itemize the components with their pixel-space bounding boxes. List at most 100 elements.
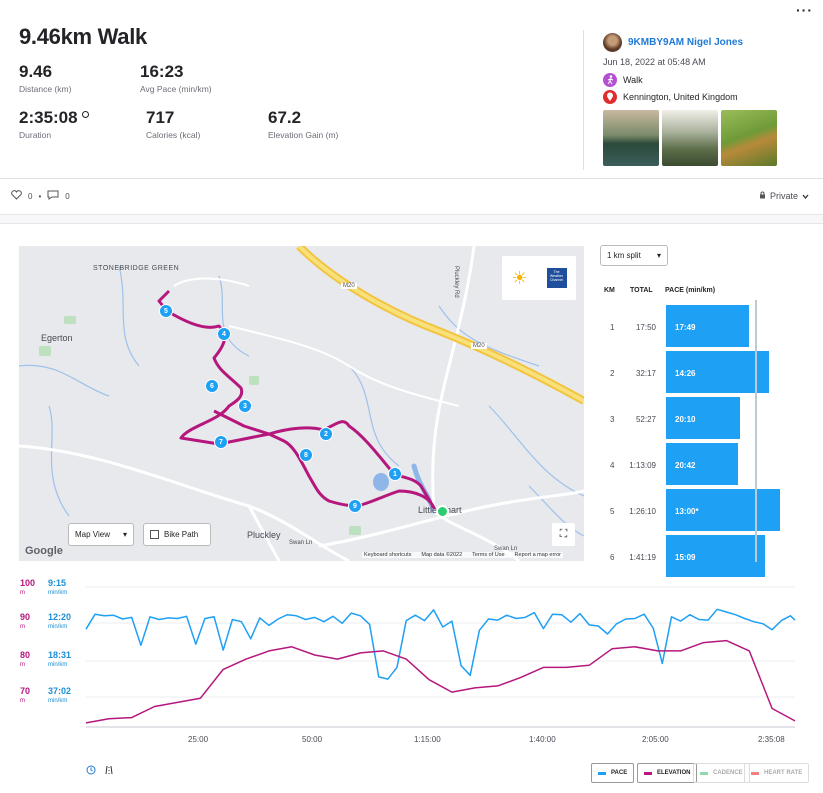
fullscreen-icon[interactable]: ⛶ xyxy=(552,523,575,546)
stat-value: 2:35:08 xyxy=(19,108,78,127)
report-error-link[interactable]: Report a map error xyxy=(514,552,562,558)
km-marker-1[interactable]: 1 xyxy=(388,467,402,481)
location-pin-icon xyxy=(603,90,617,104)
avatar[interactable] xyxy=(603,33,622,52)
photo-thumbnail[interactable] xyxy=(662,110,718,166)
split-row[interactable]: 2 32:17 14:26 xyxy=(600,349,790,399)
stat-label: Duration xyxy=(19,130,52,140)
stat-value: 717 xyxy=(146,108,175,127)
legend-cadence-button[interactable]: CADENCE xyxy=(693,763,750,783)
pace-tick: 18:31 xyxy=(48,650,72,660)
elevation-tick: 90 xyxy=(20,612,31,622)
pace-unit: min/km xyxy=(48,698,68,704)
elevation-tick: 100 xyxy=(20,578,36,588)
distance-icon[interactable] xyxy=(105,765,113,777)
splits-header-km: KM xyxy=(604,287,615,294)
place-label: Egerton xyxy=(41,333,73,343)
km-marker-7[interactable]: 7 xyxy=(214,435,228,449)
elevation-unit: m xyxy=(20,590,25,596)
map-data-label: Map data ©2022 xyxy=(421,552,463,558)
more-options-button[interactable]: ··· xyxy=(796,2,813,18)
cadence-swatch xyxy=(700,771,708,775)
stat-label: Distance (km) xyxy=(19,84,72,94)
photo-thumbnail[interactable] xyxy=(721,110,777,166)
pace-series-line xyxy=(85,608,796,680)
finish-marker[interactable] xyxy=(436,505,449,518)
like-icon[interactable] xyxy=(11,190,22,202)
split-pace: 13:00* xyxy=(675,507,699,516)
road-label: M20 xyxy=(471,343,487,349)
split-km: 4 xyxy=(610,461,615,470)
km-marker-9[interactable]: 9 xyxy=(348,499,362,513)
km-marker-4[interactable]: 4 xyxy=(217,327,231,341)
stat-label: Calories (kcal) xyxy=(146,130,201,140)
athlete-link[interactable]: 9KMBY9AM Nigel Jones xyxy=(603,33,743,52)
km-marker-3[interactable]: 3 xyxy=(238,399,252,413)
x-tick: 50:00 xyxy=(302,735,323,744)
chevron-down-icon xyxy=(802,191,809,201)
split-row[interactable]: 1 17:50 17:49 xyxy=(600,303,790,353)
split-pace-bar xyxy=(666,397,740,439)
split-total: 17:50 xyxy=(635,323,656,332)
legend-label: PACE xyxy=(611,770,628,776)
header-divider xyxy=(583,30,584,170)
split-selector[interactable]: 1 km split ▾ xyxy=(600,245,668,266)
km-marker-8[interactable]: 8 xyxy=(299,448,313,462)
x-tick: 2:35:08 xyxy=(758,735,785,744)
stat-value: 67.2 xyxy=(268,108,302,127)
pace-elevation-chart[interactable]: 100 90 80 70 m m m m 9:15 12:20 18:31 37… xyxy=(0,575,823,750)
road-label: Swan Ln xyxy=(494,546,518,552)
pace-unit: min/km xyxy=(48,624,68,630)
map-footer: Keyboard shortcuts Map data ©2022 Terms … xyxy=(362,552,564,558)
split-total: 1:41:19 xyxy=(629,553,656,562)
split-km: 1 xyxy=(610,323,615,332)
km-marker-5[interactable]: 5 xyxy=(159,304,173,318)
km-marker-6[interactable]: 6 xyxy=(205,379,219,393)
keyboard-shortcuts-link[interactable]: Keyboard shortcuts xyxy=(364,552,412,558)
like-count: 0 xyxy=(28,191,33,201)
x-tick: 25:00 xyxy=(188,735,209,744)
weather-channel-logo: The Weather Channel xyxy=(546,268,567,288)
stat-distance: 9.46 Distance (km) xyxy=(19,62,71,94)
split-pace-bar xyxy=(666,443,738,485)
stat-label: Avg Pace (min/km) xyxy=(140,84,212,94)
privacy-dropdown[interactable]: Private xyxy=(759,191,809,201)
split-pace: 15:09 xyxy=(675,553,696,562)
terms-link[interactable]: Terms of Use xyxy=(472,552,505,558)
legend-pace-button[interactable]: PACE xyxy=(591,763,635,783)
info-icon[interactable] xyxy=(81,110,89,118)
bike-path-label: Bike Path xyxy=(164,530,199,539)
elevation-swatch xyxy=(644,771,652,775)
stat-label: Elevation Gain (m) xyxy=(268,130,339,140)
bike-path-toggle[interactable]: Bike Path xyxy=(143,523,211,546)
lock-icon xyxy=(759,191,766,201)
route-map[interactable]: STONEBRIDGE GREEN Egerton Pluckley Littl… xyxy=(19,246,584,561)
split-pace-bar xyxy=(666,535,765,577)
photo-thumbnail[interactable] xyxy=(603,110,659,166)
split-row[interactable]: 5 1:26:10 13:00* xyxy=(600,487,790,537)
pace-tick: 12:20 xyxy=(48,612,72,622)
split-selector-label: 1 km split xyxy=(607,251,641,260)
map-view-label: Map View xyxy=(75,530,110,539)
place-label: STONEBRIDGE GREEN xyxy=(93,265,180,272)
legend-elevation-button[interactable]: ELEVATION xyxy=(637,763,698,783)
split-total: 1:26:10 xyxy=(629,507,656,516)
social-bar: 0 • 0 xyxy=(11,190,70,202)
map-view-dropdown[interactable]: Map View ▾ xyxy=(68,523,134,546)
stat-duration: 2:35:08 Duration xyxy=(19,108,89,140)
athlete-name[interactable]: 9KMBY9AM Nigel Jones xyxy=(628,37,744,48)
split-pace: 17:49 xyxy=(675,323,696,332)
split-pace: 14:26 xyxy=(675,369,696,378)
comment-count: 0 xyxy=(65,191,70,201)
legend-heart-rate-button[interactable]: HEART RATE xyxy=(744,763,810,783)
legend-label: HEART RATE xyxy=(764,770,803,776)
split-row[interactable]: 6 1:41:19 15:09 xyxy=(600,533,790,583)
bike-path-checkbox[interactable] xyxy=(150,530,159,539)
splits-header-total: TOTAL xyxy=(630,287,653,294)
activity-type: Walk xyxy=(603,73,643,87)
split-row[interactable]: 4 1:13:09 20:42 xyxy=(600,441,790,491)
split-row[interactable]: 3 52:27 20:10 xyxy=(600,395,790,445)
km-marker-2[interactable]: 2 xyxy=(319,427,333,441)
clock-icon[interactable] xyxy=(86,765,96,777)
comment-icon[interactable] xyxy=(47,190,59,202)
